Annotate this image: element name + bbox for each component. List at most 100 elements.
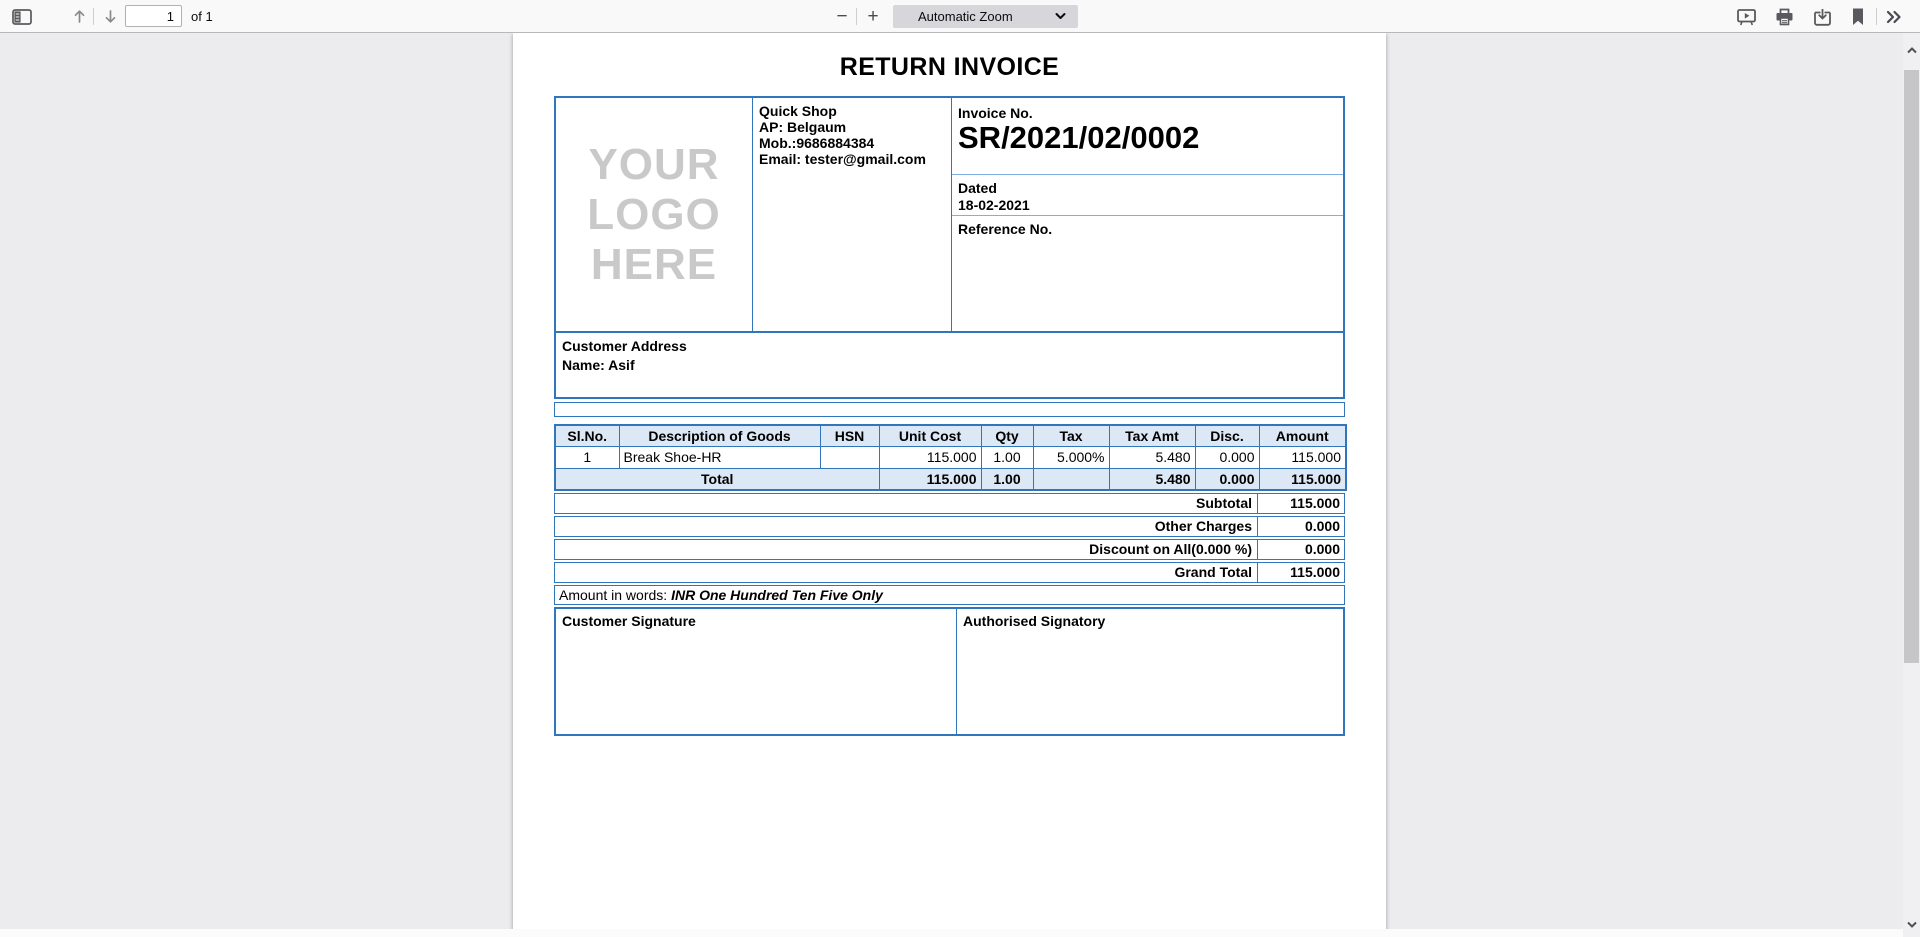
logo-line: HERE bbox=[590, 239, 718, 289]
more-tools-button[interactable] bbox=[1881, 4, 1907, 29]
bookmark-icon bbox=[1850, 7, 1866, 27]
authorised-signatory-label: Authorised Signatory bbox=[963, 613, 1106, 629]
summary-value: 0.000 bbox=[1257, 517, 1344, 536]
zoom-in-button[interactable]: + bbox=[860, 4, 886, 29]
chevron-down-icon bbox=[1055, 12, 1066, 20]
page-count-label: of 1 bbox=[191, 9, 213, 24]
company-details: Quick Shop AP: Belgaum Mob.:9686884384 E… bbox=[752, 98, 951, 331]
horizontal-scrollbar[interactable] bbox=[0, 929, 1903, 937]
toolbar-divider bbox=[93, 8, 94, 25]
company-mobile: Mob.:9686884384 bbox=[759, 135, 875, 151]
presentation-mode-button[interactable] bbox=[1733, 4, 1759, 29]
item-tax-amt: 5.480 bbox=[1108, 445, 1196, 469]
toggle-sidebar-button[interactable] bbox=[9, 4, 35, 29]
customer-address-heading: Customer Address bbox=[562, 338, 687, 354]
amount-in-words-value: INR One Hundred Ten Five Only bbox=[671, 587, 883, 603]
summary-row: Discount on All(0.000 %) 0.000 bbox=[554, 539, 1345, 560]
header-amount: Amount bbox=[1258, 424, 1347, 447]
summary-value: 115.000 bbox=[1257, 563, 1344, 582]
logo-line: LOGO bbox=[587, 189, 721, 239]
sidebar-icon bbox=[12, 8, 32, 25]
arrow-up-icon bbox=[71, 8, 88, 25]
next-page-button[interactable] bbox=[97, 4, 123, 29]
invoice-body: YOUR LOGO HERE Quick Shop AP: Belgaum Mo… bbox=[554, 96, 1347, 736]
amount-in-words-row: Amount in words: INR One Hundred Ten Fiv… bbox=[554, 585, 1345, 605]
summary-row: Subtotal 115.000 bbox=[554, 493, 1345, 514]
header-qty: Qty bbox=[980, 424, 1034, 447]
reference-no-label: Reference No. bbox=[958, 221, 1053, 237]
zoom-out-button[interactable]: − bbox=[829, 4, 855, 29]
header-hsn: HSN bbox=[819, 424, 880, 447]
presentation-icon bbox=[1736, 7, 1757, 27]
summary-value: 0.000 bbox=[1257, 540, 1344, 559]
total-label: Total bbox=[554, 467, 880, 491]
total-disc: 0.000 bbox=[1194, 467, 1260, 491]
toolbar-divider bbox=[856, 8, 857, 25]
total-amount: 115.000 bbox=[1258, 467, 1347, 491]
arrow-down-icon bbox=[102, 8, 119, 25]
customer-address-box: Customer Address Name: Asif bbox=[554, 333, 1345, 399]
scroll-down-button[interactable] bbox=[1903, 915, 1920, 933]
vertical-scrollbar[interactable] bbox=[1903, 33, 1920, 937]
double-chevron-icon bbox=[1884, 8, 1904, 26]
signature-box: Customer Signature Authorised Signatory bbox=[554, 607, 1345, 736]
invoice-header-box: YOUR LOGO HERE Quick Shop AP: Belgaum Mo… bbox=[554, 96, 1345, 333]
item-amount: 115.000 bbox=[1258, 445, 1347, 469]
dated-value: 18-02-2021 bbox=[958, 197, 1030, 213]
pdf-toolbar: of 1 − + Automatic Zoom bbox=[0, 0, 1920, 33]
empty-row bbox=[554, 402, 1345, 417]
header-unit-cost: Unit Cost bbox=[878, 424, 982, 447]
item-slno: 1 bbox=[554, 445, 620, 469]
summary-row: Grand Total 115.000 bbox=[554, 562, 1345, 583]
scrollbar-thumb[interactable] bbox=[1904, 70, 1919, 663]
header-slno: Sl.No. bbox=[554, 424, 620, 447]
divider-line bbox=[952, 174, 1343, 175]
total-unit-cost: 115.000 bbox=[878, 467, 982, 491]
minus-icon: − bbox=[836, 6, 848, 27]
item-tax: 5.000% bbox=[1032, 445, 1110, 469]
item-row: 1 Break Shoe-HR 115.000 1.00 5.000% 5.48… bbox=[554, 445, 1347, 469]
zoom-select-value: Automatic Zoom bbox=[918, 9, 1013, 24]
invoice-number: SR/2021/02/0002 bbox=[958, 120, 1200, 155]
authorised-signatory-cell: Authorised Signatory bbox=[957, 609, 1343, 734]
print-button[interactable] bbox=[1771, 4, 1797, 29]
total-tax bbox=[1032, 467, 1110, 491]
header-description: Description of Goods bbox=[618, 424, 821, 447]
logo-placeholder: YOUR LOGO HERE bbox=[556, 98, 752, 331]
header-disc: Disc. bbox=[1194, 424, 1260, 447]
summary-label: Discount on All(0.000 %) bbox=[1089, 541, 1252, 557]
scroll-up-button[interactable] bbox=[1903, 41, 1920, 59]
customer-name: Name: Asif bbox=[562, 357, 635, 373]
company-address: AP: Belgaum bbox=[759, 119, 847, 135]
invoice-number-cell: Invoice No. SR/2021/02/0002 Dated 18-02-… bbox=[951, 98, 1343, 331]
item-disc: 0.000 bbox=[1194, 445, 1260, 469]
items-header-row: Sl.No. Description of Goods HSN Unit Cos… bbox=[554, 424, 1347, 447]
download-icon bbox=[1812, 7, 1833, 27]
summary-label: Grand Total bbox=[1174, 564, 1252, 580]
company-name: Quick Shop bbox=[759, 103, 837, 119]
save-document-button[interactable] bbox=[1809, 4, 1835, 29]
item-description: Break Shoe-HR bbox=[618, 445, 821, 469]
header-tax: Tax bbox=[1032, 424, 1110, 447]
previous-page-button[interactable] bbox=[66, 4, 92, 29]
item-qty: 1.00 bbox=[980, 445, 1034, 469]
total-qty: 1.00 bbox=[980, 467, 1034, 491]
printer-icon bbox=[1774, 7, 1795, 27]
dated-label: Dated bbox=[958, 180, 997, 196]
amount-in-words-label: Amount in words: bbox=[559, 587, 672, 603]
summary-label: Other Charges bbox=[1154, 518, 1252, 534]
page-number-input[interactable] bbox=[125, 5, 182, 27]
summary-label: Subtotal bbox=[1196, 495, 1252, 511]
customer-signature-cell: Customer Signature bbox=[556, 609, 957, 734]
current-view-button[interactable] bbox=[1845, 4, 1871, 29]
customer-signature-label: Customer Signature bbox=[562, 613, 696, 629]
zoom-select[interactable]: Automatic Zoom bbox=[893, 5, 1078, 28]
logo-line: YOUR bbox=[588, 139, 720, 189]
item-hsn bbox=[819, 445, 880, 469]
invoice-no-label: Invoice No. bbox=[958, 105, 1033, 121]
summary-value: 115.000 bbox=[1257, 494, 1344, 513]
toolbar-divider bbox=[1876, 8, 1877, 25]
document-title: RETURN INVOICE bbox=[839, 53, 1060, 81]
item-unit-cost: 115.000 bbox=[878, 445, 982, 469]
summary-row: Other Charges 0.000 bbox=[554, 516, 1345, 537]
